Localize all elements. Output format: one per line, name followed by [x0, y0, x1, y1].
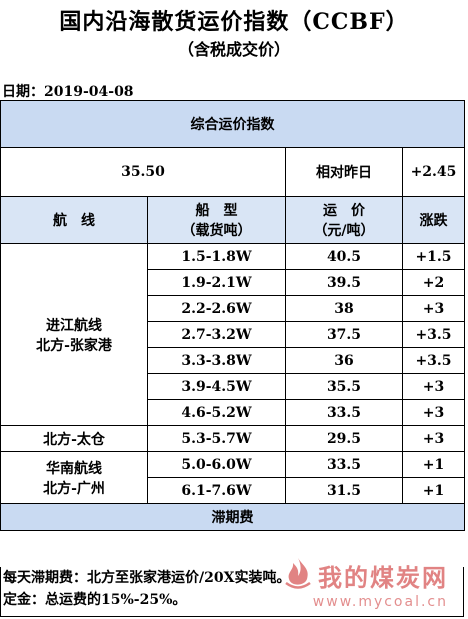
- table-row: 3.9-4.5W 35.5 +3: [1, 373, 465, 400]
- price-cell: 31.5: [285, 477, 403, 504]
- change-cell: +1.5: [402, 243, 465, 270]
- ship-cell: 1.5-1.8W: [147, 243, 286, 270]
- price-cell: 33.5: [285, 399, 403, 426]
- ship-cell: 3.9-4.5W: [147, 373, 286, 400]
- col-price-header-line2: （元/吨）: [313, 223, 375, 239]
- route-line: 进江航线: [46, 317, 102, 334]
- change-cell: +1: [402, 451, 465, 478]
- price-cell: 39.5: [285, 269, 403, 296]
- demurrage-line-1: 每天滞期费：北方至张家港运价/20X实装吨。: [3, 570, 291, 586]
- col-route-header: 航 线: [0, 196, 148, 244]
- route-line: 北方-广州: [43, 480, 105, 497]
- price-cell: 40.5: [285, 243, 403, 270]
- price-cell: 37.5: [285, 321, 403, 348]
- route-line: 北方-张家港: [36, 337, 112, 354]
- composite-index-value: 35.50: [0, 147, 286, 197]
- demurrage-note: 每天滞期费：北方至张家港运价/20X实装吨。 定金：总运费的15%-25%。: [0, 567, 464, 617]
- price-cell: 33.5: [285, 451, 403, 478]
- route-cell: 进江航线北方-张家港: [0, 243, 148, 426]
- composite-index-header: 综合运价指数: [0, 100, 465, 148]
- table-row: 北方-太仓 5.3-5.7W 29.5 +3: [0, 425, 465, 452]
- route-cell: 华南航线北方-广州: [0, 451, 148, 504]
- compare-label: 相对昨日: [285, 147, 403, 197]
- col-change-header: 涨跌: [402, 196, 465, 244]
- ship-cell: 3.3-3.8W: [147, 347, 286, 374]
- change-cell: +3: [402, 399, 465, 426]
- ship-cell: 2.7-3.2W: [147, 321, 286, 348]
- demurrage-header-row: 滞期费: [0, 503, 465, 531]
- page-title: 国内沿海散货运价指数（CCBF）: [59, 9, 409, 35]
- column-header-row: 航 线 船 型 （载货吨） 运 价 （元/吨） 涨跌: [0, 196, 465, 244]
- price-cell: 35.5: [285, 373, 403, 400]
- ship-cell: 6.1-7.6W: [147, 477, 286, 504]
- page-subtitle: （含税成交价）: [177, 40, 290, 59]
- table-row: 2.7-3.2W 37.5 +3.5: [1, 321, 465, 348]
- table-row: 3.3-3.8W 36 +3.5: [1, 347, 465, 374]
- ship-cell: 5.0-6.0W: [147, 451, 286, 478]
- route-line: 华南航线: [46, 460, 102, 477]
- price-cell: 29.5: [285, 425, 403, 452]
- col-price-header: 运 价 （元/吨）: [285, 196, 403, 244]
- col-ship-header: 船 型 （载货吨）: [147, 196, 286, 244]
- ship-cell: 5.3-5.7W: [147, 425, 286, 452]
- ship-cell: 4.6-5.2W: [147, 399, 286, 426]
- col-ship-header-line1: 船 型: [195, 203, 238, 219]
- col-price-header-line1: 运 价: [323, 203, 365, 219]
- change-cell: +1: [402, 477, 465, 504]
- report-date: 日期：2019-04-08: [2, 84, 134, 100]
- table-row: 华南航线 北方-广州 5.0-6.0W 33.5 +1: [0, 451, 465, 504]
- change-cell: +3.5: [402, 347, 465, 374]
- route-line: 北方-太仓: [43, 431, 105, 448]
- composite-header-row: 综合运价指数: [0, 100, 465, 148]
- table-row: 2.2-2.6W 38 +3: [1, 295, 465, 322]
- route-cell: 北方-太仓: [0, 425, 148, 452]
- change-cell: +3: [402, 373, 465, 400]
- ship-cell: 2.2-2.6W: [147, 295, 286, 322]
- demurrage-header: 滞期费: [0, 503, 465, 531]
- demurrage-line-2: 定金：总运费的15%-25%。: [3, 592, 187, 608]
- watermark-url: www.mycoal.cn: [312, 594, 448, 610]
- change-cell: +2: [402, 269, 465, 296]
- table-row: 4.6-5.2W 33.5 +3: [1, 399, 465, 426]
- ship-cell: 1.9-2.1W: [147, 269, 286, 296]
- freight-index-table: 综合运价指数 35.50 相对昨日 +2.45 航 线 船 型 （载货吨） 运 …: [0, 100, 465, 531]
- change-cell: +3.5: [402, 321, 465, 348]
- table-row: 1.9-2.1W 39.5 +2: [1, 269, 465, 296]
- change-cell: +3: [402, 425, 465, 452]
- table-row: 进江航线 北方-张家港 1.5-1.8W 40.5 +1.5: [0, 243, 465, 426]
- change-cell: +3: [402, 295, 465, 322]
- price-cell: 38: [285, 295, 403, 322]
- table-row: 6.1-7.6W 31.5 +1: [1, 477, 465, 504]
- composite-value-row: 35.50 相对昨日 +2.45: [0, 147, 465, 197]
- composite-change: +2.45: [402, 147, 465, 197]
- col-ship-header-line2: （载货吨）: [181, 223, 252, 239]
- price-cell: 36: [285, 347, 403, 374]
